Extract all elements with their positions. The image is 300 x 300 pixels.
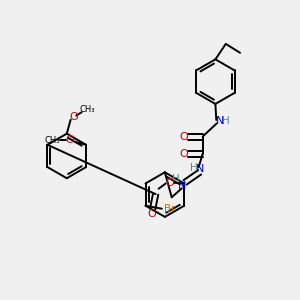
Text: Br: Br bbox=[164, 204, 176, 214]
Text: CH₃: CH₃ bbox=[80, 105, 95, 114]
Text: H: H bbox=[190, 164, 198, 173]
Text: N: N bbox=[216, 116, 225, 127]
Text: O: O bbox=[148, 209, 156, 219]
Text: H: H bbox=[222, 116, 230, 127]
Text: N: N bbox=[178, 181, 186, 191]
Text: CH₃: CH₃ bbox=[45, 136, 60, 145]
Text: O: O bbox=[165, 178, 174, 188]
Text: O: O bbox=[179, 149, 188, 159]
Text: O: O bbox=[65, 135, 74, 145]
Text: O: O bbox=[179, 132, 188, 142]
Text: O: O bbox=[69, 112, 78, 122]
Text: H: H bbox=[172, 174, 180, 184]
Text: N: N bbox=[195, 164, 204, 174]
